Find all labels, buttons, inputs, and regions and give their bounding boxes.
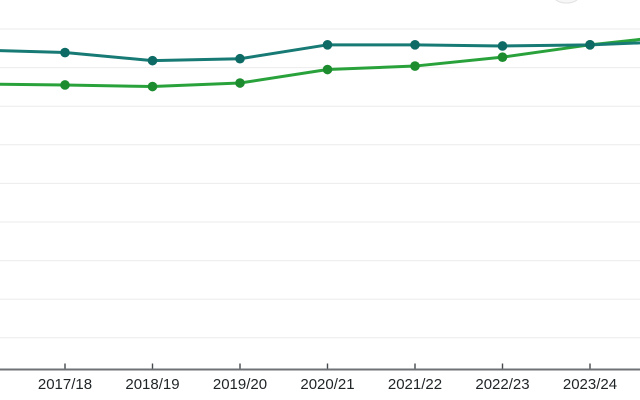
- upper-teal-series-point-2017-18[interactable]: [60, 47, 70, 58]
- x-axis-label-2022-23: 2022/23: [475, 376, 529, 393]
- x-axis-label-2019-20: 2019/20: [213, 376, 267, 393]
- x-axis-label-2021-22: 2021/22: [388, 376, 442, 393]
- upper-teal-series-point-2021-22[interactable]: [410, 40, 420, 50]
- lower-green-series-point-2021-22[interactable]: [410, 61, 420, 71]
- lower-green-series-point-2020-21[interactable]: [322, 64, 333, 75]
- upper-teal-series-point-2020-21[interactable]: [322, 40, 333, 50]
- x-axis-label-2020-21: 2020/21: [300, 376, 354, 393]
- cropped-ui-remnant: [555, 0, 578, 4]
- upper-teal-series-point-2022-23[interactable]: [497, 41, 508, 51]
- upper-teal-series-point-2018-19[interactable]: [147, 55, 158, 66]
- lower-green-series-point-2019-20[interactable]: [235, 78, 245, 88]
- upper-teal-series-point-2023-24[interactable]: [585, 40, 595, 50]
- x-axis-label-2023-24: 2023/24: [563, 376, 617, 393]
- x-axis-label-2017-18: 2017/18: [38, 376, 92, 393]
- x-axis-label-2018-19: 2018/19: [125, 376, 179, 393]
- upper-teal-series-point-2019-20[interactable]: [235, 53, 245, 64]
- lower-green-series-point-2017-18[interactable]: [60, 80, 70, 90]
- lower-green-series-point-2018-19[interactable]: [147, 81, 158, 92]
- lower-green-series-point-2022-23[interactable]: [497, 52, 508, 62]
